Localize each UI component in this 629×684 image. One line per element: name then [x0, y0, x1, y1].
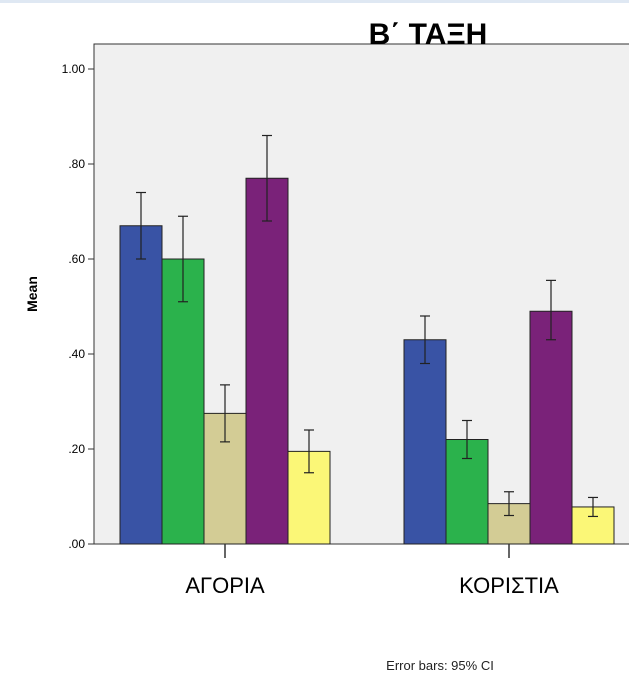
error-bars-group [136, 134, 598, 518]
bar [161, 258, 205, 545]
bar [403, 339, 447, 545]
y-tick-label: .60 [68, 252, 85, 266]
window-top-strip [0, 0, 629, 3]
x-category-label: ΚΟΡΙΣΤΙΑ [459, 573, 559, 598]
y-tick-label: 1.00 [62, 62, 86, 76]
y-axis: .00 .20 .40 .60 .80 1.00 [62, 62, 94, 551]
footnote: Error bars: 95% CI [386, 658, 494, 673]
y-tick-label: .20 [68, 442, 85, 456]
y-tick-label: .40 [68, 347, 85, 361]
chart-title: Β΄ ΤΑΞΗ [369, 18, 488, 51]
bar [245, 177, 289, 545]
y-tick-label: .00 [68, 537, 85, 551]
y-tick-label: .80 [68, 157, 85, 171]
y-axis-label: Mean [24, 276, 40, 312]
x-axis: ΑΓΟΡΙΑ ΚΟΡΙΣΤΙΑ [185, 544, 559, 598]
bar [119, 225, 163, 545]
x-category-label: ΑΓΟΡΙΑ [185, 573, 265, 598]
bar [529, 310, 573, 545]
